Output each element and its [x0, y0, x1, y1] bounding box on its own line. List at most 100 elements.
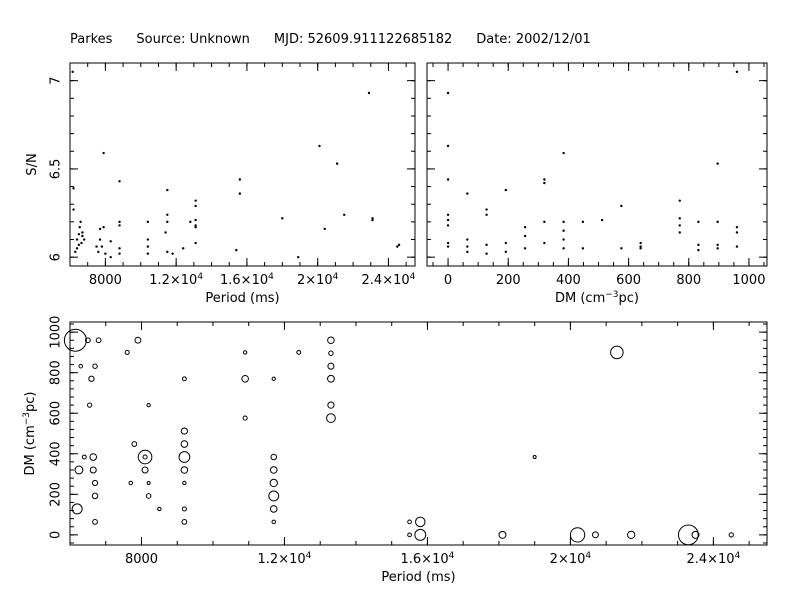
data-point — [562, 229, 565, 232]
source-label: Source: Unknown — [136, 32, 250, 47]
data-point — [157, 506, 162, 512]
data-point — [371, 217, 374, 220]
data-point — [181, 518, 188, 525]
data-point — [166, 213, 169, 217]
data-point — [591, 531, 599, 539]
data-point — [562, 238, 565, 241]
y-axis-title: S/N — [25, 153, 40, 175]
x-tick-label: 8000 — [89, 273, 122, 288]
data-point — [446, 218, 450, 222]
data-point — [71, 70, 74, 74]
data-point — [82, 238, 86, 241]
data-point — [281, 217, 284, 220]
data-point — [181, 506, 187, 512]
y-tick-label: 7 — [49, 77, 64, 85]
data-point — [466, 250, 469, 254]
x-tick-label: 400 — [556, 273, 581, 288]
y-tick-label: 6.5 — [49, 159, 64, 180]
data-point — [543, 241, 546, 245]
data-point — [678, 224, 681, 227]
data-point — [118, 247, 121, 250]
data-point — [485, 252, 488, 255]
data-point — [95, 337, 102, 344]
data-point — [268, 490, 280, 502]
data-point — [543, 220, 546, 224]
snr-vs-period-chart: 8000 1.2×104 1.6×104 2×104 2.4×104 6 6.5 7 Perio… — [25, 62, 416, 306]
data-point — [296, 349, 302, 355]
plot-frame — [69, 62, 416, 267]
data-point — [327, 401, 335, 409]
data-point — [166, 250, 169, 254]
data-point — [569, 527, 586, 543]
data-point — [81, 231, 84, 234]
data-point — [78, 363, 83, 369]
data-point — [532, 455, 537, 460]
plot-frame — [426, 62, 768, 267]
data-point — [88, 375, 95, 382]
data-point — [327, 374, 335, 383]
data-point — [343, 213, 346, 217]
data-point — [74, 465, 84, 475]
data-point — [141, 466, 149, 474]
data-point — [562, 151, 565, 155]
data-point — [318, 144, 321, 148]
data-point — [131, 441, 138, 447]
data-point — [407, 519, 412, 525]
data-point — [326, 413, 336, 423]
data-point — [235, 248, 238, 252]
data-point — [92, 518, 98, 525]
data-point — [466, 192, 469, 195]
data-point — [97, 250, 100, 254]
data-point — [194, 241, 197, 245]
data-point — [118, 252, 121, 255]
data-point — [415, 516, 426, 528]
mjd-label: MJD: 52609.911122685182 — [273, 32, 453, 47]
data-point — [92, 363, 98, 369]
data-point — [323, 227, 326, 231]
dm-vs-period-chart: 8000 1.2×104 1.6×104 2×104 2.4×104 0 200 400 600… — [22, 316, 768, 585]
data-point — [523, 247, 527, 250]
data-point — [407, 532, 412, 538]
data-point — [466, 238, 469, 241]
data-point — [238, 178, 242, 181]
data-point — [677, 524, 699, 546]
data-point — [728, 532, 734, 538]
data-point — [678, 199, 681, 202]
data-point — [735, 225, 739, 229]
data-point — [371, 218, 374, 222]
data-point — [562, 247, 565, 250]
data-point — [166, 220, 169, 224]
x-axis-title: Period (ms) — [381, 570, 455, 585]
data-point — [446, 144, 450, 148]
y-tick-label: 6 — [49, 253, 64, 261]
data-point — [194, 204, 197, 208]
data-point — [485, 213, 488, 217]
plot-frame — [69, 321, 768, 546]
data-point — [735, 70, 739, 74]
data-point — [145, 493, 152, 499]
data-point — [75, 238, 79, 241]
data-point — [95, 245, 98, 248]
snr-vs-dm-chart: 0 200 400 600 800 1000 DM (cm−3pc) — [426, 62, 768, 306]
data-point — [523, 234, 527, 238]
data-point — [562, 220, 565, 224]
data-point — [118, 224, 121, 227]
data-point — [328, 350, 334, 356]
x-tick-label: 2.4×104 — [362, 272, 416, 288]
data-point — [620, 247, 623, 250]
data-point — [146, 480, 151, 485]
data-points — [71, 70, 401, 259]
data-point — [735, 231, 739, 234]
x-tick-label: 1000 — [732, 273, 765, 288]
data-point — [87, 402, 93, 408]
data-point — [716, 247, 719, 250]
data-point — [697, 248, 700, 252]
data-point — [466, 245, 469, 248]
data-point — [146, 238, 150, 241]
x-tick-label: 1.2×104 — [258, 551, 312, 567]
y-tick-label: 800 — [49, 360, 64, 385]
data-point — [91, 492, 99, 500]
data-point — [327, 362, 335, 370]
data-point — [71, 503, 83, 515]
x-tick-label: 600 — [616, 273, 641, 288]
